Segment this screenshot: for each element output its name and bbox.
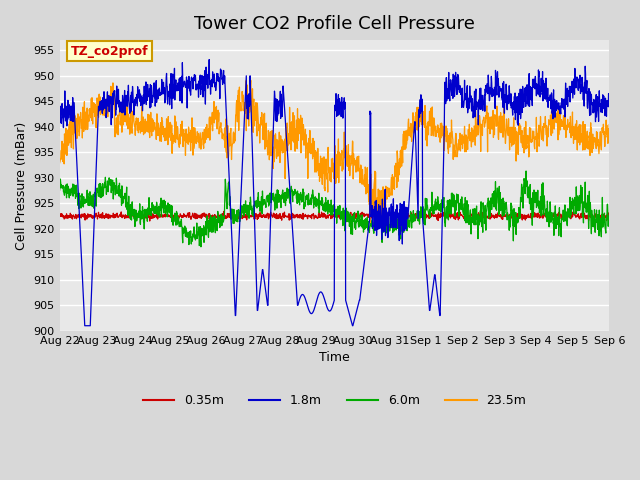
- Text: TZ_co2prof: TZ_co2prof: [70, 45, 148, 58]
- X-axis label: Time: Time: [319, 351, 350, 364]
- Legend: 0.35m, 1.8m, 6.0m, 23.5m: 0.35m, 1.8m, 6.0m, 23.5m: [138, 389, 531, 412]
- Y-axis label: Cell Pressure (mBar): Cell Pressure (mBar): [15, 121, 28, 250]
- Title: Tower CO2 Profile Cell Pressure: Tower CO2 Profile Cell Pressure: [194, 15, 475, 33]
